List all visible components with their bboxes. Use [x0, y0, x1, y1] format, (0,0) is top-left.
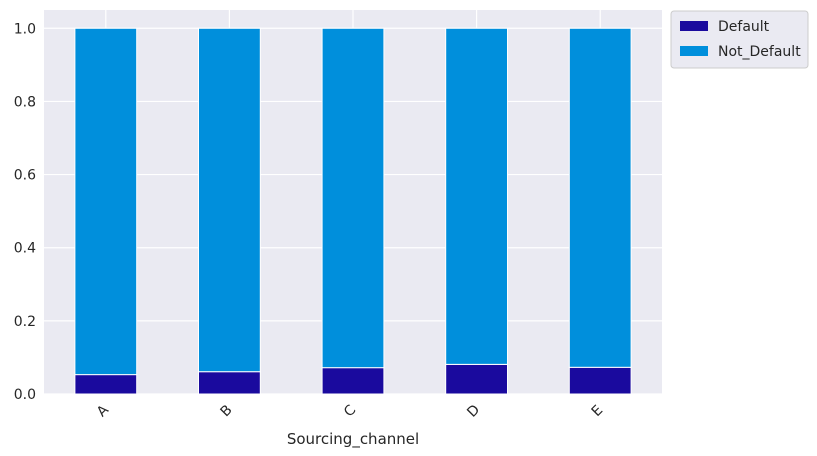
bars: [74, 27, 632, 395]
bar-default-d: [445, 363, 509, 395]
y-tick-label: 0.2: [14, 314, 36, 330]
bar-not-default-d: [445, 27, 509, 365]
bar-default-e: [568, 366, 632, 395]
bar-not-default-c: [321, 27, 385, 369]
x-tick-label: C: [341, 402, 359, 420]
y-tick-label: 0.6: [14, 168, 36, 184]
bar-not-default-e: [568, 27, 632, 368]
x-tick-label: E: [589, 402, 607, 420]
bar-not-default-b: [198, 27, 261, 373]
bar-default-b: [198, 371, 261, 395]
legend: Default Not_Default: [670, 10, 809, 69]
x-tick-label: B: [218, 402, 236, 420]
x-tick-labels: A B C D E: [94, 402, 606, 421]
legend-label-not-default: Not_Default: [718, 44, 801, 60]
legend-swatch-default: [680, 21, 708, 31]
bar-not-default-a: [74, 27, 138, 376]
y-tick-label: 0.0: [14, 387, 36, 403]
y-tick-label: 0.4: [14, 241, 36, 257]
bar-default-a: [74, 374, 138, 395]
y-tick-labels: 0.0 0.2 0.4 0.6 0.8 1.0: [14, 21, 36, 403]
x-tick-label: D: [464, 402, 483, 421]
x-axis-title: Sourcing_channel: [287, 430, 419, 449]
bar-default-c: [321, 367, 385, 395]
y-tick-label: 1.0: [14, 21, 36, 37]
x-tick-label: A: [94, 402, 112, 420]
legend-swatch-not-default: [680, 46, 708, 56]
legend-label-default: Default: [718, 19, 770, 35]
y-tick-label: 0.8: [14, 94, 36, 110]
